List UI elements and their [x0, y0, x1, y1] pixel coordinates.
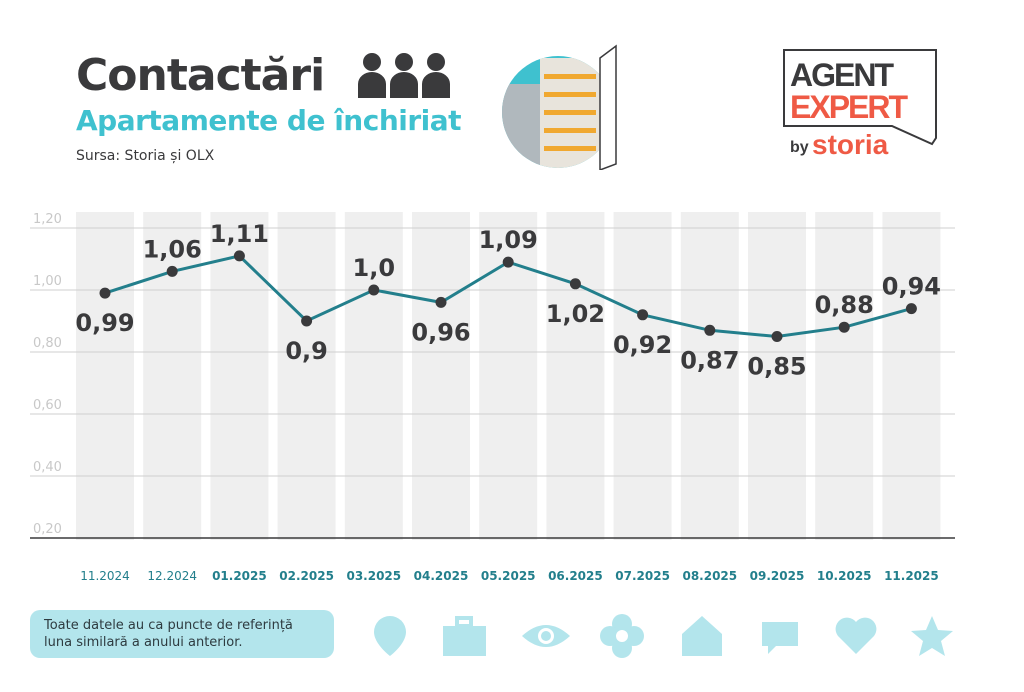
data-point: [704, 324, 716, 336]
x-tick-label: 02.2025: [279, 569, 334, 583]
y-tick-label: 0,60: [33, 398, 62, 413]
data-label: 1,09: [479, 226, 538, 254]
x-tick-label: 05.2025: [481, 569, 536, 583]
data-label: 0,99: [75, 309, 134, 337]
x-tick-label: 01.2025: [212, 569, 267, 583]
data-label: 0,87: [680, 346, 739, 374]
data-point: [637, 309, 649, 321]
x-tick-label: 07.2025: [615, 569, 670, 583]
svg-text:AGENT: AGENT: [790, 57, 894, 93]
chart-column-bg: [277, 212, 336, 540]
data-point: [435, 296, 447, 308]
data-label: 0,96: [411, 318, 470, 346]
page-subtitle: Apartamente de închiriat: [76, 104, 462, 137]
x-tick-label: 10.2025: [817, 569, 872, 583]
y-tick-label: 0,20: [33, 522, 62, 537]
data-point: [905, 303, 917, 315]
flower-icon: [600, 614, 644, 658]
svg-text:by: by: [790, 139, 809, 156]
data-label: 0,92: [613, 331, 672, 359]
data-point: [301, 315, 313, 327]
data-label: 0,9: [285, 337, 328, 365]
agent-expert-logo: AGENT EXPERT by storia: [782, 48, 942, 160]
x-tick-label: 06.2025: [548, 569, 603, 583]
x-tick-label: 08.2025: [682, 569, 737, 583]
apartment-building-image: [502, 44, 617, 170]
chart-column-bg: [882, 212, 941, 540]
footnote: Toate datele au ca puncte de referință l…: [30, 610, 334, 658]
star-icon: [911, 616, 953, 656]
data-label: 1,02: [546, 300, 605, 328]
data-label: 0,85: [747, 353, 806, 381]
data-point: [838, 321, 850, 333]
x-tick-label: 03.2025: [346, 569, 401, 583]
chart-column-bg: [613, 212, 672, 540]
chart-column-bg: [76, 212, 134, 540]
house-icon: [682, 616, 722, 656]
data-point: [233, 250, 245, 262]
data-point: [99, 287, 111, 299]
data-point: [368, 284, 380, 296]
chart-column-bg: [680, 212, 739, 540]
line-chart: 0,20 0,40 0,60 0,80 1,00 1,20 0,99 11.2024 1,06 1…: [30, 212, 955, 583]
data-point: [569, 278, 581, 290]
data-source: Sursa: Storia și OLX: [76, 148, 215, 164]
chart-column-bg: [344, 212, 403, 540]
heart-icon: [835, 617, 877, 654]
chart-column-bg: [748, 212, 806, 540]
data-point: [502, 256, 514, 268]
y-tick-label: 1,00: [33, 274, 62, 289]
data-point: [771, 331, 783, 342]
x-tick-label: 04.2025: [414, 569, 469, 583]
y-tick-label: 0,40: [33, 460, 62, 475]
x-tick-label: 12.2024: [147, 569, 197, 583]
data-label: 1,0: [353, 254, 396, 282]
svg-text:EXPERT: EXPERT: [790, 89, 908, 125]
data-label: 0,88: [815, 291, 874, 319]
data-label: 0,94: [882, 273, 941, 301]
people-icon: [358, 53, 450, 98]
data-label: 1,11: [210, 220, 269, 248]
chat-icon: [762, 622, 798, 654]
svg-text:storia: storia: [812, 129, 889, 158]
y-tick-label: 0,80: [33, 336, 62, 351]
x-tick-label: 11.2024: [80, 569, 130, 583]
chart-column-bg: [815, 212, 874, 540]
chart-column-bg: [412, 212, 470, 540]
data-label: 1,06: [143, 235, 202, 263]
chart-column-bg: [546, 212, 605, 540]
eye-icon: [522, 625, 570, 647]
map-pin-icon: [374, 616, 406, 656]
chart-column-bg: [210, 212, 269, 540]
briefcase-icon: [443, 616, 486, 656]
page-title: Contactări: [76, 50, 325, 101]
data-point: [166, 265, 178, 277]
x-tick-label: 09.2025: [750, 569, 805, 583]
x-tick-label: 11.2025: [884, 569, 939, 583]
y-tick-label: 1,20: [33, 212, 62, 227]
